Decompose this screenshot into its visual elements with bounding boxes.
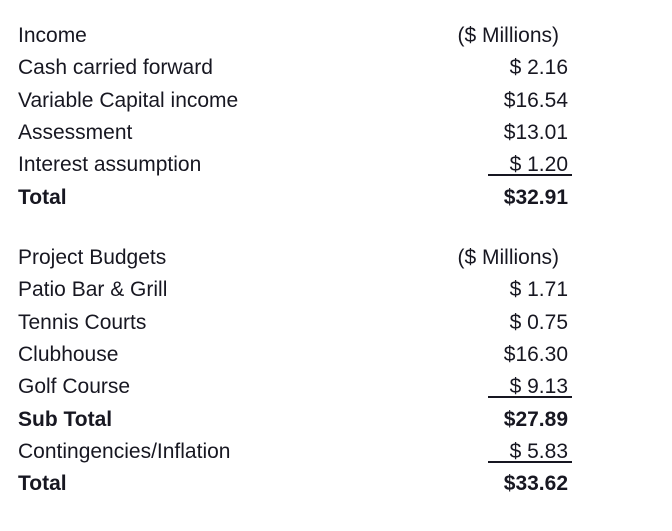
total-row: Total $32.91 [18,182,572,214]
row-value: $ 0.75 [509,310,568,334]
row-value: $33.62 [503,472,568,496]
section-header-row: Project Budgets ($ Millions) [18,242,572,274]
project-budgets-section: Project Budgets ($ Millions) Patio Bar &… [18,242,572,501]
table-row: Cash carried forward $ 2.16 [18,52,572,84]
table-row: Contingencies/Inflation $ 5.83 [18,436,572,468]
row-label: Cash carried forward [18,56,213,80]
row-label: Tennis Courts [18,310,147,334]
row-value: $ 2.16 [509,56,568,80]
subtotal-row: Sub Total $27.89 [18,404,572,436]
table-row: Tennis Courts $ 0.75 [18,307,572,339]
row-value: $16.54 [503,88,568,112]
row-value: $ 9.13 [488,376,572,399]
table-row: Variable Capital income $16.54 [18,85,572,117]
table-row: Golf Course $ 9.13 [18,371,572,403]
row-value: $16.30 [503,342,568,366]
row-value: $27.89 [503,407,568,431]
row-value: $13.01 [503,120,568,144]
row-label: Assessment [18,120,133,144]
section-title: Project Budgets [18,245,167,269]
table-row: Patio Bar & Grill $ 1.71 [18,274,572,306]
income-section: Income ($ Millions) Cash carried forward… [18,20,572,214]
row-value: $ 1.71 [509,278,568,302]
row-label: Patio Bar & Grill [18,278,168,302]
table-row: Assessment $13.01 [18,117,572,149]
financial-summary-document: Income ($ Millions) Cash carried forward… [18,20,572,501]
section-header-row: Income ($ Millions) [18,20,572,52]
table-row: Interest assumption $ 1.20 [18,149,572,181]
section-title: Income [18,24,87,47]
row-value: $32.91 [503,185,568,209]
row-label: Total [18,185,67,209]
row-value: $ 5.83 [488,441,572,463]
table-row: Clubhouse $16.30 [18,339,572,371]
unit-header: ($ Millions) [457,24,559,47]
row-label: Variable Capital income [18,88,239,112]
row-label: Interest assumption [18,153,202,177]
unit-header: ($ Millions) [457,245,559,269]
total-row: Total $33.62 [18,468,572,500]
row-label: Clubhouse [18,342,119,366]
row-label: Contingencies/Inflation [18,439,231,463]
row-value: $ 1.20 [488,154,572,177]
row-label: Total [18,472,67,496]
row-label: Golf Course [18,375,131,399]
row-label: Sub Total [18,407,113,431]
